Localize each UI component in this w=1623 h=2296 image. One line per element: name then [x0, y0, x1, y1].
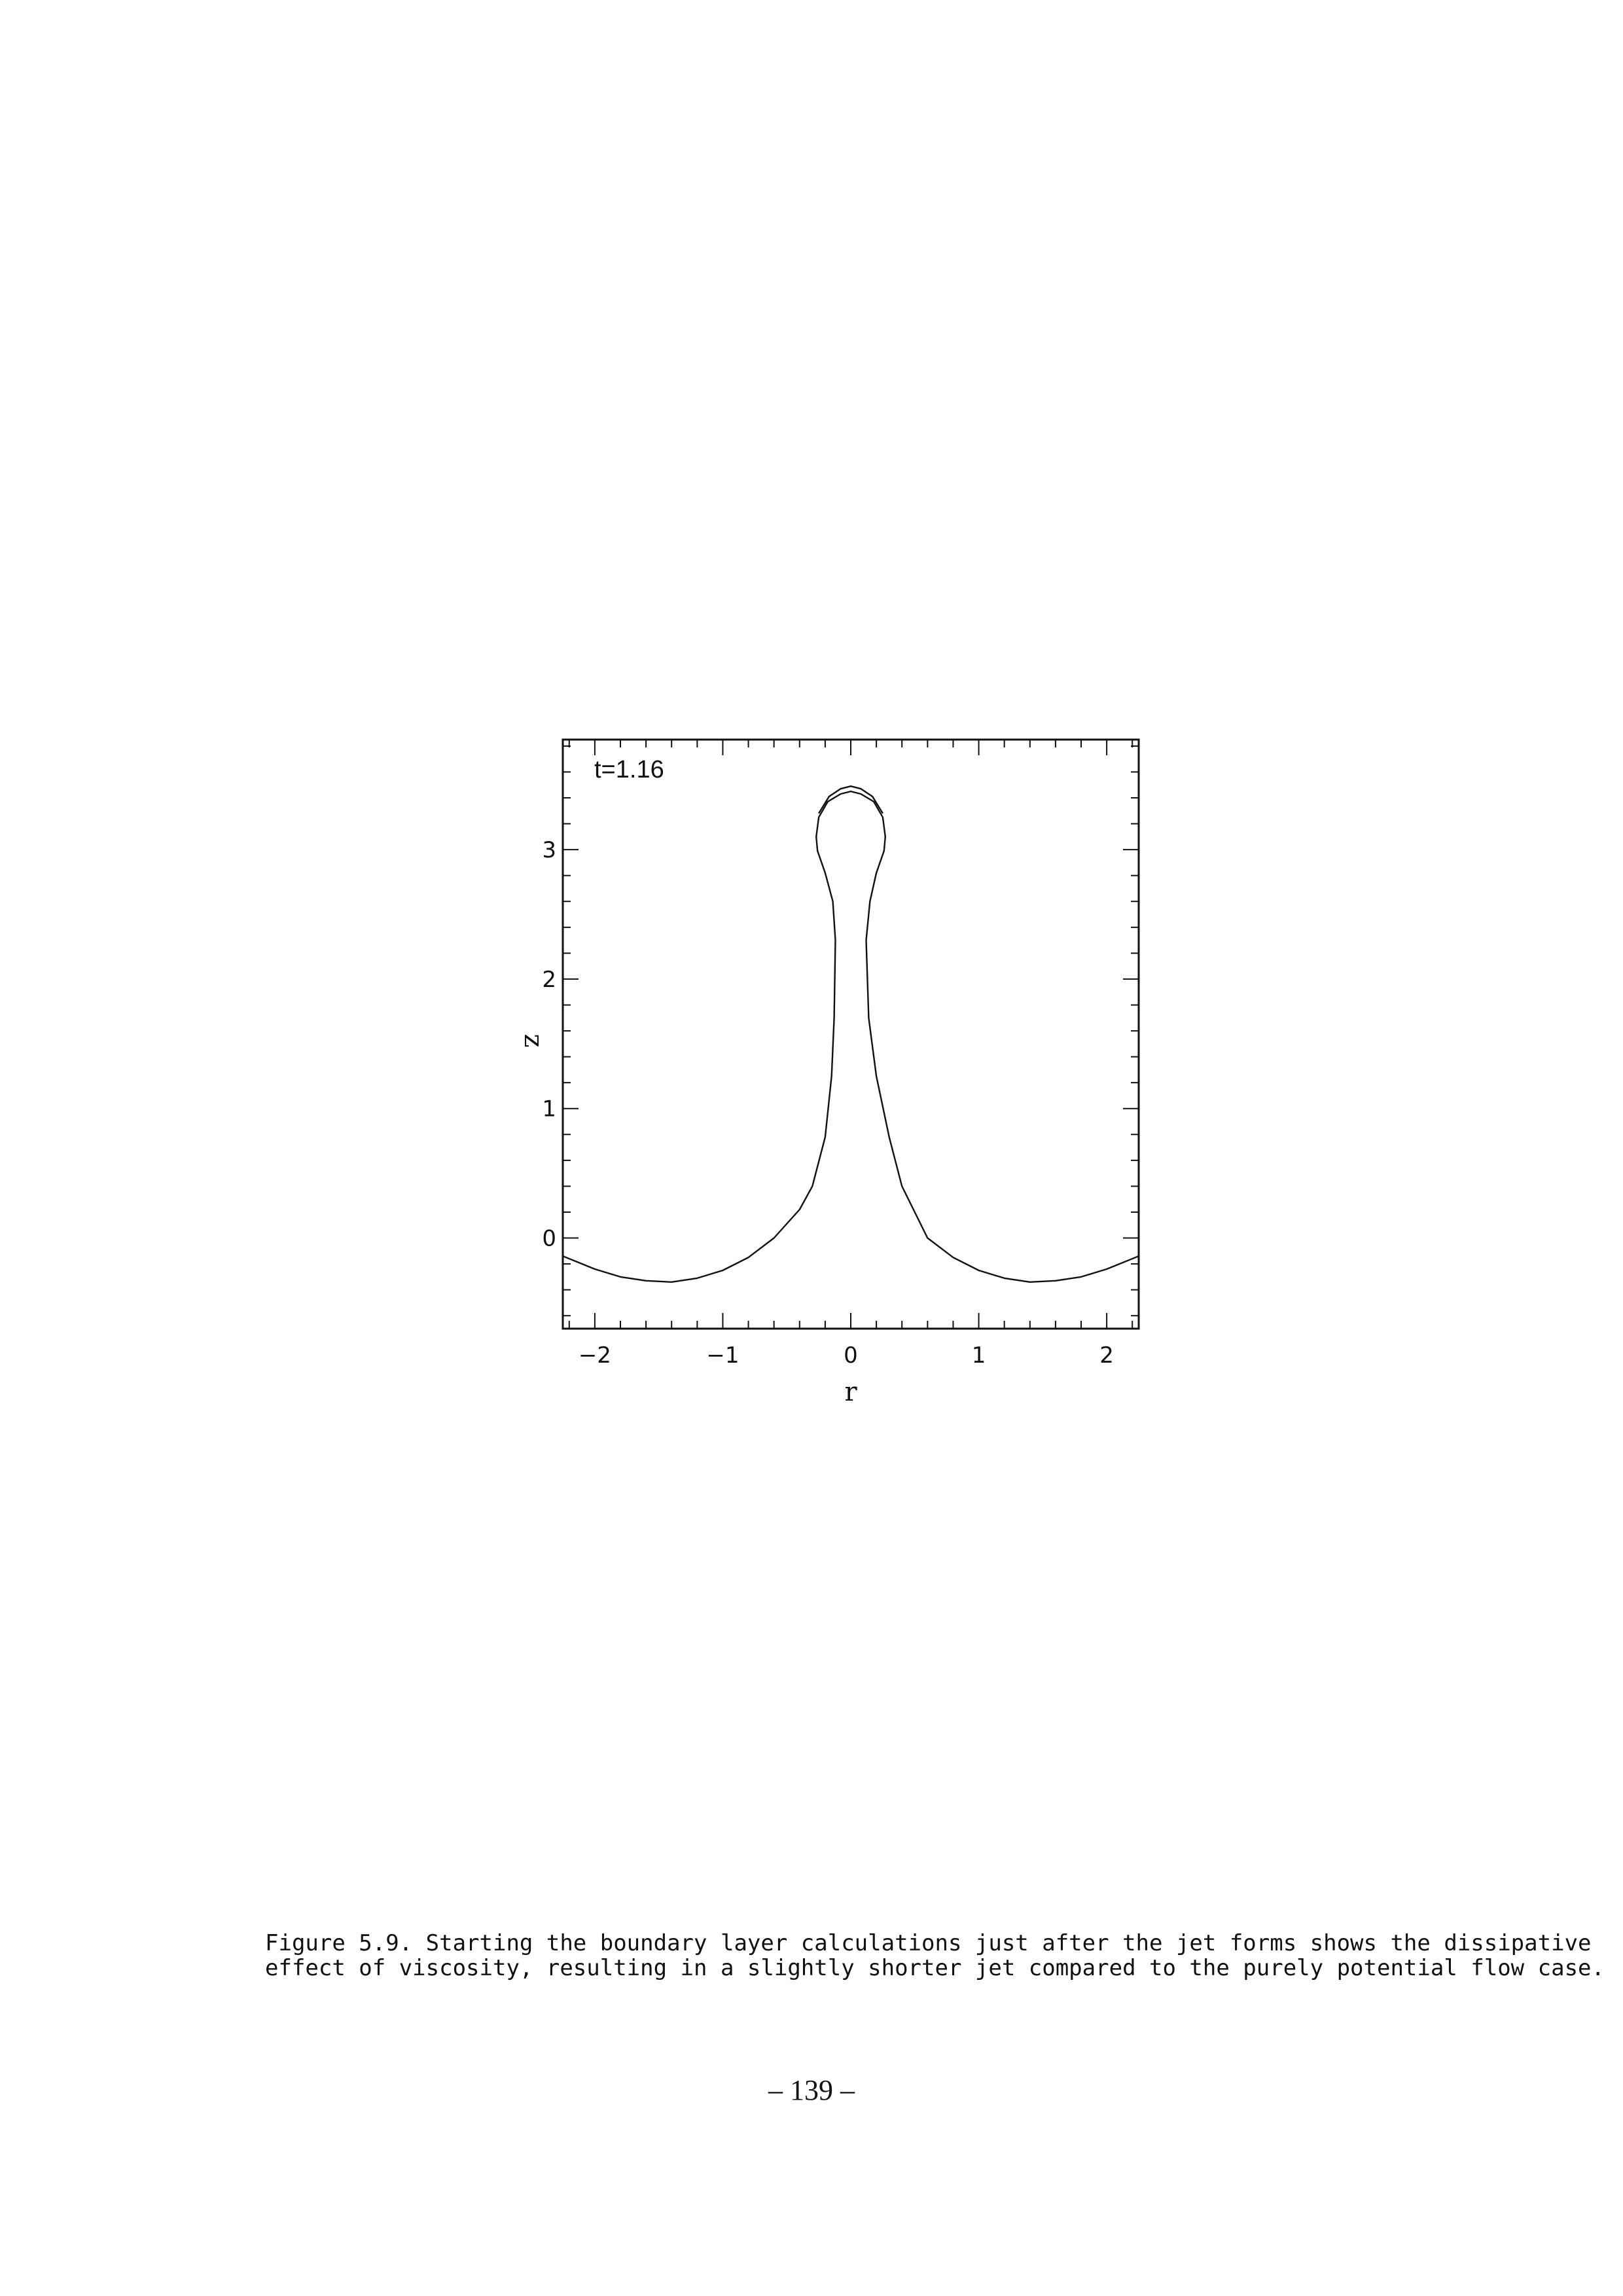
y-tick-label: 3 — [542, 837, 556, 863]
axis-ticks — [563, 740, 1139, 1329]
y-tick-label: 0 — [542, 1226, 556, 1252]
caption-line-2: effect of viscosity, resulting in a slig… — [265, 1955, 1605, 1981]
caption-line-1: Figure 5.9. Starting the boundary layer … — [265, 1930, 1592, 1956]
free-surface-curve-2 — [818, 785, 883, 814]
x-tick-label: −2 — [579, 1342, 611, 1369]
y-axis-title: z — [518, 1033, 548, 1047]
x-tick-label: 2 — [1099, 1342, 1114, 1369]
plot-frame — [562, 738, 1140, 1330]
figure-caption: Figure 5.9. Starting the boundary layer … — [265, 1930, 1605, 1981]
x-tick-label: 0 — [844, 1342, 858, 1369]
free-surface-curve-1 — [562, 790, 1139, 1283]
x-axis-title: r — [844, 1377, 857, 1407]
page-number: – 139 – — [768, 2074, 855, 2106]
x-tick-label: −1 — [706, 1342, 739, 1369]
y-tick-label: 1 — [542, 1096, 556, 1122]
tick-labels: −2 −1 0 1 2 0 1 2 3 — [542, 837, 1114, 1369]
x-tick-label: 1 — [972, 1342, 986, 1369]
time-annotation: t=1.16 — [594, 756, 664, 783]
y-tick-label: 2 — [542, 967, 556, 993]
jet-profile-chart: −2 −1 0 1 2 0 1 2 3 t=1.16 r z — [518, 738, 1140, 1407]
plot-curves — [562, 785, 1139, 1283]
